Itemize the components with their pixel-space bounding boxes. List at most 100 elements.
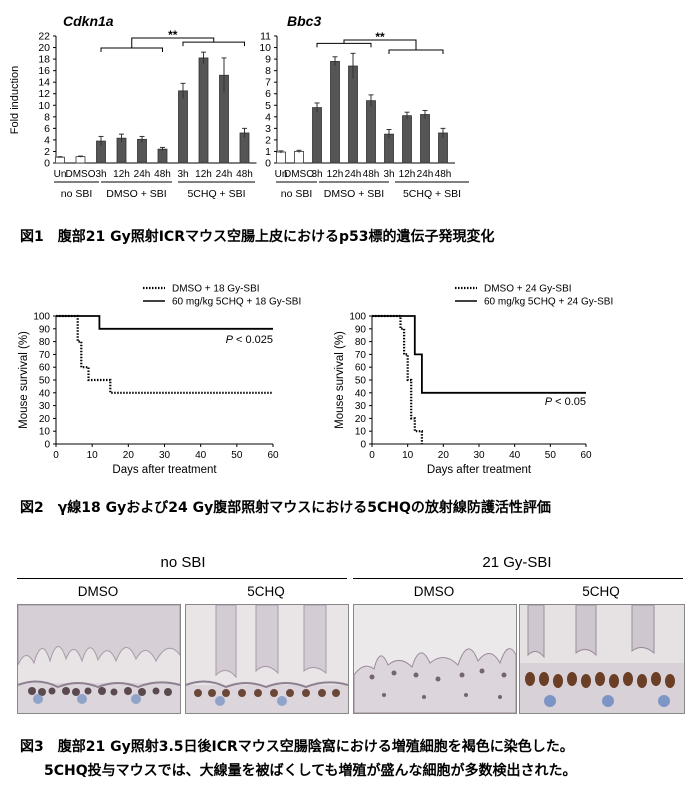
group-header-no-sbi: no SBI — [160, 554, 206, 571]
y-tick-label: 16 — [38, 65, 50, 77]
x-axis-label: Days after treatment — [112, 464, 217, 476]
figure3-caption-line2: 5CHQ投与マウスでは、大線量を被ばくしても増殖が盛んな細胞が多数検出された。 — [44, 763, 577, 779]
bar — [402, 115, 412, 164]
x-tick-label: 12h — [399, 169, 416, 180]
group-bracket-dmso — [316, 42, 372, 48]
y-tick-label: 0 — [360, 440, 366, 451]
survival-curve-5chq — [372, 315, 586, 394]
x-tick-label: 60 — [580, 450, 592, 461]
y-tick-label: 4 — [265, 111, 271, 123]
y-tick-label: 2 — [44, 146, 50, 158]
x-axis-label: Days after treatment — [427, 464, 532, 476]
y-tick-label: 8 — [44, 111, 50, 123]
figure1-caption: 図1 腹部21 Gy照射ICRマウス空腸上皮におけるp53標的遺伝子発現変化 — [20, 229, 495, 245]
x-tick-label: 24h — [134, 169, 151, 180]
x-tick-label: 0 — [369, 450, 375, 461]
y-tick-label: 10 — [259, 42, 271, 54]
y-tick-label: 5 — [265, 100, 271, 112]
y-tick-label: 0 — [44, 158, 50, 170]
y-axis-label: Mouse survival (%) — [334, 331, 346, 429]
y-tick-label: 12 — [38, 88, 50, 100]
y-axis-label: Fold induction — [9, 66, 21, 135]
significance-bracket — [343, 39, 417, 50]
x-tick-label: 30 — [473, 450, 485, 461]
y-tick-label: 60 — [355, 363, 367, 374]
bar — [366, 100, 376, 164]
chart-title: Cdkn1a — [63, 13, 114, 29]
y-tick-label: 2 — [265, 134, 271, 146]
chart-title: Bbc3 — [287, 13, 321, 29]
x-tick-label: 48h — [435, 169, 452, 180]
bar — [420, 114, 430, 164]
x-tick-label: 12h — [195, 169, 212, 180]
x-tick-label: 24h — [216, 169, 233, 180]
y-tick-label: 7 — [265, 77, 271, 89]
y-tick-label: 14 — [38, 77, 50, 89]
x-tick-label: DMSO — [284, 169, 314, 180]
x-tick-label: 12h — [327, 169, 344, 180]
y-tick-label: 20 — [38, 42, 50, 54]
survival-chart-18gy: DMSO + 18 Gy-SBI 60 mg/kg 5CHQ + 18 Gy-SB… — [18, 284, 301, 477]
group-label: no SBI — [281, 188, 313, 200]
x-tick-label: 48h — [236, 169, 253, 180]
y-tick-label: 20 — [39, 414, 51, 425]
x-tick-label: 50 — [231, 450, 243, 461]
y-tick-label: 80 — [355, 337, 367, 348]
y-tick-label: 100 — [349, 312, 366, 323]
x-tick-label: 10 — [87, 450, 99, 461]
group-divider-right — [353, 578, 683, 579]
y-tick-label: 40 — [39, 388, 51, 399]
y-tick-label: 90 — [355, 324, 367, 335]
y-tick-label: 10 — [38, 100, 50, 112]
y-tick-label: 4 — [44, 134, 50, 146]
x-tick-label: 40 — [509, 450, 521, 461]
y-tick-label: 30 — [39, 401, 51, 412]
figure3-caption-line1: 図3 腹部21 Gy照射3.5日後ICRマウス空腸陰窩における増殖細胞を褐色に染… — [20, 739, 574, 755]
bar — [348, 65, 358, 164]
survival-curve-dmso — [56, 314, 273, 394]
legend-label: DMSO + 18 Gy-SBI — [172, 284, 260, 295]
y-tick-label: 10 — [355, 427, 367, 438]
micrograph-5chq-no-sbi — [185, 604, 349, 714]
y-tick-label: 20 — [355, 414, 367, 425]
panel-label-dmso-nosbi: DMSO — [77, 584, 119, 599]
x-tick-label: 48h — [363, 169, 380, 180]
figure2-caption: 図2 γ線18 Gyおよび24 Gy腹部照射マウスにおける5CHQの放射線防護活… — [20, 500, 551, 516]
x-tick-label: 48h — [154, 169, 171, 180]
significance-bracket — [131, 37, 215, 48]
y-tick-label: 6 — [44, 123, 50, 135]
x-tick-label: 24h — [345, 169, 362, 180]
group-label: DMSO + SBI — [324, 188, 384, 200]
y-tick-label: 11 — [260, 31, 271, 43]
survival-curve-dmso — [372, 314, 423, 444]
p-value-annotation: P < 0.025 — [226, 334, 273, 346]
x-tick-label: Un — [275, 169, 288, 180]
bar — [312, 107, 322, 164]
y-tick-label: 9 — [265, 54, 271, 66]
y-tick-label: 22 — [38, 31, 50, 43]
group-header-21gy-sbi: 21 Gy-SBI — [482, 554, 552, 571]
group-label: 5CHQ + SBI — [187, 188, 245, 200]
legend-label: DMSO + 24 Gy-SBI — [484, 284, 572, 295]
group-bracket-5chq — [388, 49, 444, 54]
significance-marker: ** — [375, 30, 385, 44]
x-tick-label: 40 — [195, 450, 207, 461]
y-tick-label: 10 — [39, 427, 51, 438]
panel-label-5chq-nosbi: 5CHQ — [247, 584, 285, 599]
x-tick-label: 60 — [267, 450, 279, 461]
x-tick-label: Un — [54, 169, 67, 180]
y-tick-label: 100 — [33, 312, 50, 323]
y-tick-label: 3 — [265, 123, 271, 135]
x-tick-label: 3h — [177, 169, 188, 180]
bar — [330, 61, 340, 164]
y-tick-label: 1 — [265, 146, 271, 158]
y-tick-label: 18 — [38, 54, 50, 66]
survival-chart-24gy: DMSO + 24 Gy-SBI 60 mg/kg 5CHQ + 24 Gy-SB… — [334, 284, 613, 477]
y-tick-label: 70 — [355, 350, 367, 361]
x-tick-label: 20 — [438, 450, 450, 461]
y-axis-label: Mouse survival (%) — [18, 331, 30, 429]
y-tick-label: 80 — [39, 337, 51, 348]
x-tick-label: 12h — [113, 169, 130, 180]
bar — [276, 151, 286, 164]
x-tick-label: DMSO — [66, 169, 96, 180]
